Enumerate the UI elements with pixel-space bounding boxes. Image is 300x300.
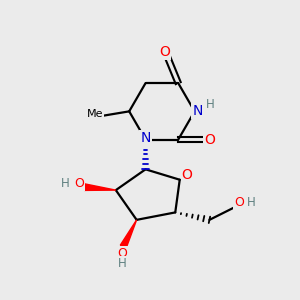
Text: N: N [192,104,203,118]
Text: O: O [234,196,244,209]
Text: H: H [117,257,126,270]
Text: O: O [159,45,170,59]
Text: O: O [182,168,193,182]
Polygon shape [84,184,116,190]
Text: H: H [61,177,70,190]
Text: O: O [205,133,215,147]
Text: Me: Me [87,109,103,119]
Polygon shape [120,220,136,248]
Text: H: H [247,196,255,209]
Text: H: H [206,98,214,111]
Text: N: N [140,131,151,145]
Text: O: O [74,177,84,190]
Text: O: O [117,247,127,260]
